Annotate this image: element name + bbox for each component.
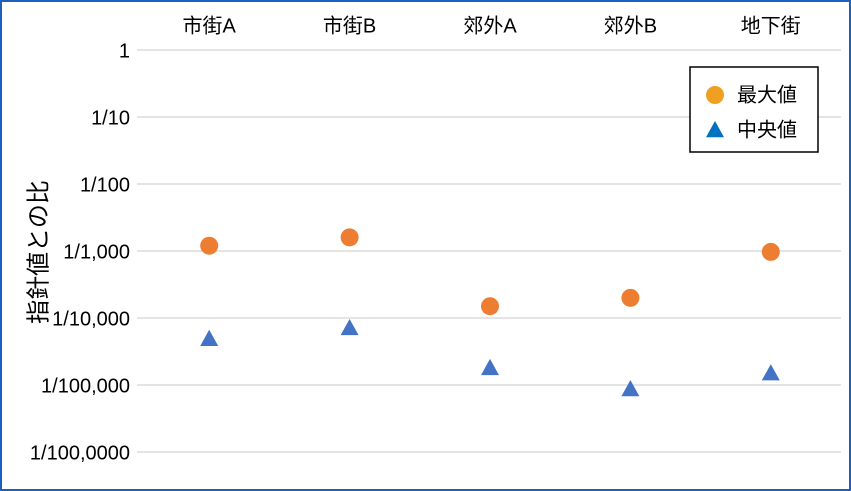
data-point — [200, 236, 219, 255]
legend-marker — [706, 86, 724, 104]
data-point — [340, 318, 359, 336]
data-point — [621, 288, 640, 307]
data-point — [761, 242, 780, 261]
y-tick-label: 1/100,0000 — [30, 442, 130, 464]
legend-marker — [706, 121, 724, 138]
y-tick-label: 1/10,000 — [52, 308, 130, 330]
data-point — [621, 380, 640, 397]
data-point — [481, 358, 499, 376]
data-point — [200, 329, 219, 346]
x-tick-label: 地下街 — [741, 14, 801, 37]
y-tick-label: 1/10 — [91, 107, 130, 129]
data-point — [340, 228, 359, 247]
x-tick-label: 郊外B — [604, 14, 657, 37]
y-tick-label: 1/100 — [80, 174, 130, 196]
y-axis-label: 指針値との比 — [25, 180, 52, 324]
legend-label: 最大値 — [737, 83, 797, 106]
x-tick-label: 市街B — [323, 14, 376, 37]
legend-box — [689, 66, 819, 153]
y-tick-label: 1/100,000 — [41, 375, 130, 397]
y-tick-label: 1/1,000 — [63, 241, 130, 263]
x-tick-label: 市街A — [183, 14, 237, 37]
legend-label: 中央値 — [737, 118, 797, 141]
data-point — [481, 297, 499, 316]
x-tick-label: 郊外A — [463, 14, 517, 37]
data-point — [761, 364, 780, 381]
y-tick-label: 1 — [119, 40, 130, 62]
